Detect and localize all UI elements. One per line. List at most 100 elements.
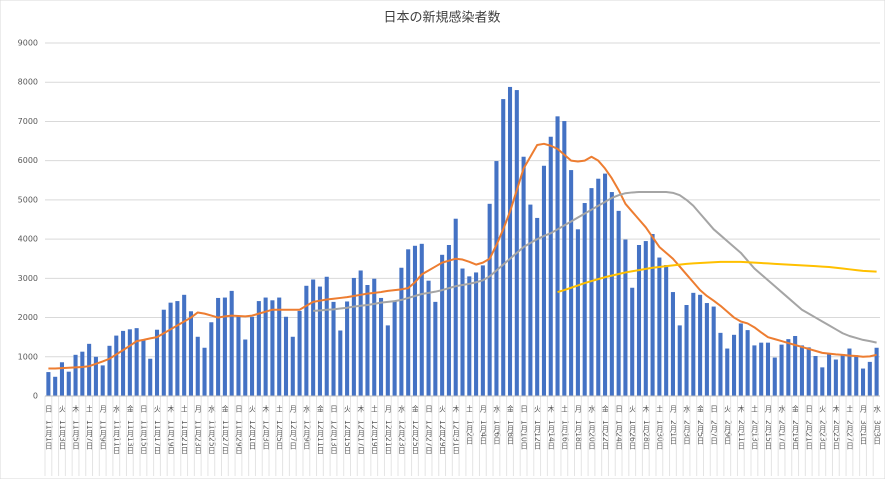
bar xyxy=(460,268,465,396)
bar xyxy=(209,322,214,396)
bar xyxy=(406,249,411,396)
x-tick-label: 1月6日 xyxy=(492,420,501,446)
x-weekday-label: 金 xyxy=(221,404,230,413)
line xyxy=(48,142,877,370)
bar xyxy=(745,330,750,396)
y-tick-label: 8000 xyxy=(18,78,38,87)
bar xyxy=(609,192,614,396)
bar xyxy=(514,90,519,397)
x-weekday-label: 金 xyxy=(506,404,515,413)
x-tick-label: 12月9日 xyxy=(302,420,311,450)
x-weekday-label: 木 xyxy=(547,404,556,414)
bar xyxy=(827,353,832,396)
x-tick-label: 1月12日 xyxy=(533,420,542,450)
bar xyxy=(358,270,363,396)
bar xyxy=(467,276,472,396)
x-weekday-label: 木 xyxy=(166,404,175,414)
x-tick-label: 12月27日 xyxy=(425,420,434,455)
bar xyxy=(799,345,804,396)
x-tick-label: 12月3日 xyxy=(262,420,271,450)
x-weekday-label: 月 xyxy=(99,405,108,414)
bar xyxy=(874,347,879,396)
x-tick-label: 11月7日 xyxy=(85,420,94,450)
y-tick-label: 7000 xyxy=(18,117,38,126)
x-weekday-label: 日 xyxy=(710,405,719,414)
x-tick-label: 12月11日 xyxy=(316,420,325,455)
x-tick-label: 2月9日 xyxy=(723,420,732,446)
bar xyxy=(229,290,234,396)
x-tick-label: 2月27日 xyxy=(845,420,854,450)
x-tick-label: 12月1日 xyxy=(248,420,257,450)
x-tick-label: 1月22日 xyxy=(601,420,610,450)
bar xyxy=(236,315,241,396)
x-weekday-label: 月 xyxy=(384,405,393,414)
bar xyxy=(222,297,227,396)
bar xyxy=(867,361,872,396)
y-tick-label: 2000 xyxy=(18,313,38,322)
bar xyxy=(507,86,513,396)
bar xyxy=(263,297,268,396)
bar xyxy=(399,267,404,396)
bar xyxy=(698,294,703,396)
bar xyxy=(616,210,621,396)
x-tick-label: 1月18日 xyxy=(574,420,583,450)
x-weekday-label: 金 xyxy=(601,404,610,413)
bar xyxy=(277,297,282,396)
bar xyxy=(148,358,153,396)
x-tick-label: 1月26日 xyxy=(628,420,637,450)
bar xyxy=(154,329,160,396)
bar xyxy=(331,301,336,396)
x-tick-label: 11月17日 xyxy=(153,420,162,455)
bar xyxy=(93,356,98,396)
bar xyxy=(324,276,329,396)
bar xyxy=(854,355,859,396)
bar xyxy=(480,265,485,396)
bar xyxy=(670,292,675,396)
x-tick-label: 11月15日 xyxy=(139,420,148,455)
x-weekday-label: 水 xyxy=(112,404,121,413)
bar xyxy=(643,241,648,396)
bar xyxy=(216,297,221,396)
x-tick-label: 3月3日 xyxy=(873,420,882,446)
x-tick-label: 2月17日 xyxy=(778,420,787,450)
x-tick-label: 2月19日 xyxy=(791,420,800,450)
bar xyxy=(487,203,492,396)
x-weekday-label: 土 xyxy=(465,404,474,413)
bar xyxy=(270,300,275,396)
bar xyxy=(188,311,193,396)
bar xyxy=(494,161,499,396)
bar xyxy=(820,367,825,396)
x-tick-label: 11月5日 xyxy=(72,420,81,450)
x-weekday-label: 月 xyxy=(859,405,868,414)
x-weekday-label: 水 xyxy=(682,404,691,413)
x-weekday-label: 水 xyxy=(302,404,311,413)
x-tick-label: 1月2日 xyxy=(465,420,474,446)
x-tick-label: 2月3日 xyxy=(683,420,692,446)
x-weekday-label: 月 xyxy=(289,405,298,414)
bar xyxy=(725,348,730,396)
x-weekday-label: 月 xyxy=(764,405,773,414)
x-weekday-label: 金 xyxy=(696,404,705,413)
bar xyxy=(453,218,458,396)
x-weekday-label: 水 xyxy=(587,404,596,413)
bar xyxy=(419,243,424,396)
x-weekday-label: 土 xyxy=(560,404,569,413)
x-weekday-label: 火 xyxy=(343,405,352,413)
bar xyxy=(575,229,580,396)
bar xyxy=(100,365,105,396)
x-tick-label: 2月23日 xyxy=(818,420,827,450)
x-weekday-label: 火 xyxy=(533,405,542,413)
x-weekday-label: 日 xyxy=(234,405,243,414)
x-tick-label: 12月13日 xyxy=(330,420,339,455)
x-weekday-label: 火 xyxy=(58,405,67,413)
x-tick-label: 2月13日 xyxy=(750,420,759,450)
bar xyxy=(297,310,302,396)
bar xyxy=(501,99,506,397)
bar xyxy=(256,301,261,396)
bar xyxy=(426,280,431,396)
bar xyxy=(779,344,784,396)
x-weekday-label: 土 xyxy=(85,404,94,413)
bar xyxy=(786,339,791,396)
x-tick-label: 11月25日 xyxy=(207,420,216,455)
